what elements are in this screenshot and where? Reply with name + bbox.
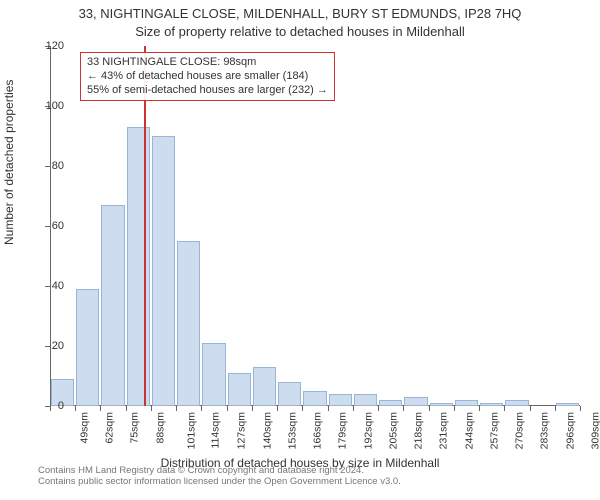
x-tick-mark bbox=[302, 406, 303, 411]
histogram-bar bbox=[253, 367, 276, 406]
x-tick-label: 244sqm bbox=[463, 412, 475, 449]
x-tick-mark bbox=[176, 406, 177, 411]
histogram-bar bbox=[152, 136, 175, 406]
info-box: 33 NIGHTINGALE CLOSE: 98sqm← 43% of deta… bbox=[80, 52, 335, 101]
chart-container: 33, NIGHTINGALE CLOSE, MILDENHALL, BURY … bbox=[0, 0, 600, 500]
histogram-bar bbox=[76, 289, 99, 406]
histogram-bar bbox=[480, 403, 503, 406]
histogram-bar bbox=[228, 373, 251, 406]
x-tick-mark bbox=[530, 406, 531, 411]
x-tick-label: 192sqm bbox=[362, 412, 374, 449]
x-tick-mark bbox=[378, 406, 379, 411]
histogram-bar bbox=[379, 400, 402, 406]
x-tick-label: 296sqm bbox=[564, 412, 576, 449]
histogram-bar bbox=[101, 205, 124, 406]
histogram-bar bbox=[177, 241, 200, 406]
y-tick-label: 100 bbox=[34, 100, 64, 112]
x-tick-label: 179sqm bbox=[337, 412, 349, 449]
y-tick-label: 80 bbox=[34, 160, 64, 172]
histogram-bar bbox=[505, 400, 528, 406]
x-tick-label: 257sqm bbox=[488, 412, 500, 449]
histogram-bar bbox=[329, 394, 352, 406]
histogram-bar bbox=[127, 127, 150, 406]
plot-area: 49sqm62sqm75sqm88sqm101sqm114sqm127sqm14… bbox=[50, 46, 580, 406]
x-tick-mark bbox=[429, 406, 430, 411]
y-tick-label: 120 bbox=[34, 40, 64, 52]
x-tick-mark bbox=[252, 406, 253, 411]
x-tick-label: 283sqm bbox=[539, 412, 551, 449]
x-tick-mark bbox=[126, 406, 127, 411]
histogram-bar bbox=[556, 403, 579, 406]
x-tick-mark bbox=[277, 406, 278, 411]
x-tick-mark bbox=[100, 406, 101, 411]
x-tick-label: 140sqm bbox=[261, 412, 273, 449]
x-tick-mark bbox=[328, 406, 329, 411]
x-tick-label: 309sqm bbox=[589, 412, 600, 449]
y-tick-label: 40 bbox=[34, 280, 64, 292]
x-tick-label: 75sqm bbox=[129, 412, 141, 444]
histogram-bar bbox=[354, 394, 377, 406]
x-tick-label: 218sqm bbox=[412, 412, 424, 449]
x-tick-mark bbox=[580, 406, 581, 411]
histogram-bar bbox=[430, 403, 453, 406]
info-box-line: ← 43% of detached houses are smaller (18… bbox=[87, 70, 328, 84]
info-box-line: 55% of semi-detached houses are larger (… bbox=[87, 84, 328, 98]
histogram-bar bbox=[202, 343, 225, 406]
x-tick-label: 153sqm bbox=[286, 412, 298, 449]
footer-attribution: Contains HM Land Registry data © Crown c… bbox=[38, 466, 401, 487]
x-tick-mark bbox=[151, 406, 152, 411]
x-tick-mark bbox=[227, 406, 228, 411]
x-tick-label: 166sqm bbox=[312, 412, 324, 449]
x-tick-label: 49sqm bbox=[79, 412, 91, 444]
x-tick-label: 114sqm bbox=[210, 412, 222, 449]
histogram-bar bbox=[303, 391, 326, 406]
x-tick-label: 205sqm bbox=[387, 412, 399, 449]
x-tick-mark bbox=[403, 406, 404, 411]
y-axis-label: Number of detached properties bbox=[2, 80, 16, 245]
x-tick-mark bbox=[353, 406, 354, 411]
x-tick-mark bbox=[479, 406, 480, 411]
x-tick-label: 88sqm bbox=[154, 412, 166, 444]
y-tick-label: 20 bbox=[34, 340, 64, 352]
x-tick-mark bbox=[555, 406, 556, 411]
histogram-bar bbox=[455, 400, 478, 406]
x-tick-label: 62sqm bbox=[104, 412, 116, 444]
x-tick-mark bbox=[504, 406, 505, 411]
x-tick-label: 127sqm bbox=[236, 412, 248, 449]
info-box-line: 33 NIGHTINGALE CLOSE: 98sqm bbox=[87, 56, 328, 70]
footer-line: Contains public sector information licen… bbox=[38, 477, 401, 487]
histogram-bar bbox=[278, 382, 301, 406]
x-tick-mark bbox=[454, 406, 455, 411]
x-tick-mark bbox=[75, 406, 76, 411]
x-tick-mark bbox=[201, 406, 202, 411]
footer-line: Contains HM Land Registry data © Crown c… bbox=[38, 466, 401, 476]
histogram-bar bbox=[404, 397, 427, 406]
chart-title: 33, NIGHTINGALE CLOSE, MILDENHALL, BURY … bbox=[0, 6, 600, 21]
y-tick-label: 60 bbox=[34, 220, 64, 232]
x-tick-label: 231sqm bbox=[438, 412, 450, 449]
x-tick-label: 101sqm bbox=[185, 412, 197, 449]
chart-subtitle: Size of property relative to detached ho… bbox=[0, 24, 600, 39]
y-tick-label: 0 bbox=[34, 400, 64, 412]
x-tick-label: 270sqm bbox=[513, 412, 525, 449]
